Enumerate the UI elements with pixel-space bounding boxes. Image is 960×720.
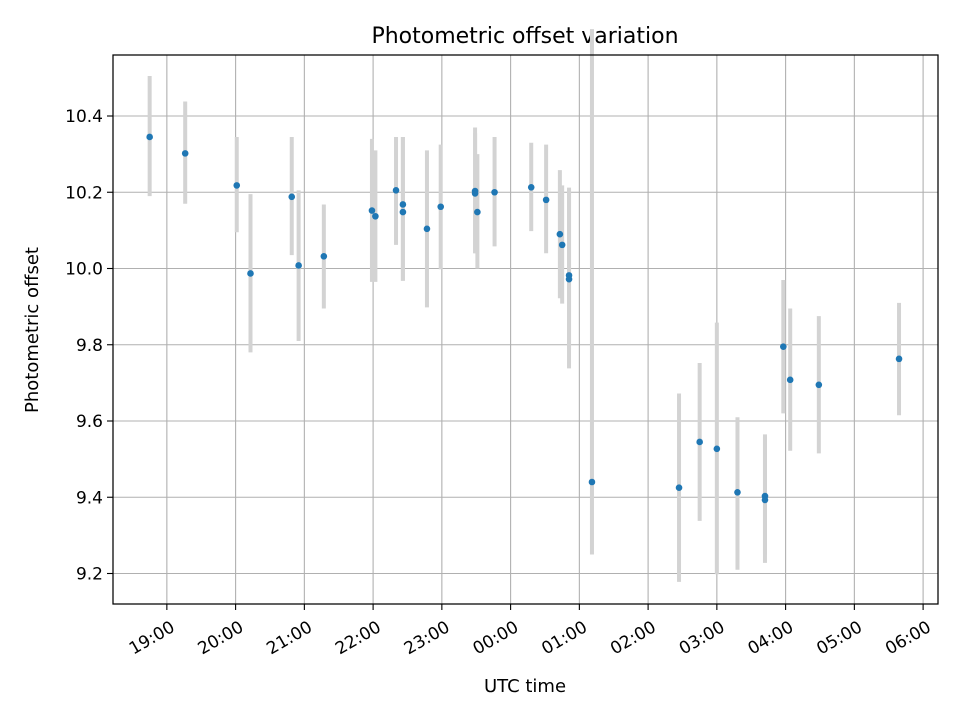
data-point <box>474 208 481 216</box>
data-point <box>761 496 769 504</box>
x-tick-label: 03:00 <box>676 617 728 659</box>
data-point <box>815 381 823 389</box>
x-tick-label: 01:00 <box>538 617 590 659</box>
data-point <box>368 207 376 214</box>
y-tick-label: 9.8 <box>76 336 103 356</box>
data-point <box>527 183 535 191</box>
x-axis-ticks: 19:00 20:00 21:00 22:00 23:00 00:00 01:00 02:00… <box>126 604 935 659</box>
data-point <box>895 355 903 363</box>
data-point <box>320 252 328 260</box>
y-tick-label: 9.4 <box>76 488 103 508</box>
data-point <box>288 193 296 201</box>
x-tick-label: 02:00 <box>607 617 659 659</box>
y-tick-label: 10.4 <box>65 107 103 127</box>
y-tick-label: 9.2 <box>76 565 103 585</box>
data-point <box>233 182 241 189</box>
x-tick-label: 23:00 <box>401 617 453 659</box>
x-tick-label: 05:00 <box>813 617 865 659</box>
x-tick-label: 19:00 <box>126 617 178 659</box>
x-axis-label: UTC time <box>484 676 566 697</box>
data-point <box>437 203 445 211</box>
data-point <box>392 187 400 194</box>
data-point <box>146 133 153 141</box>
data-point <box>247 270 254 277</box>
data-point <box>399 208 407 216</box>
x-tick-label: 22:00 <box>332 617 384 659</box>
data-point <box>295 262 302 269</box>
data-point <box>542 196 550 204</box>
error-bars <box>147 29 902 582</box>
data-point <box>713 445 721 453</box>
data-point <box>471 190 479 197</box>
x-tick-label: 04:00 <box>745 617 797 659</box>
chart-title: Photometric offset variation <box>371 24 678 49</box>
data-point <box>588 478 596 486</box>
data-point <box>181 150 189 157</box>
data-point <box>372 212 379 220</box>
data-point <box>556 230 564 238</box>
grid-lines <box>113 55 938 604</box>
y-axis-label: Photometric offset <box>22 247 43 413</box>
y-axis-ticks: 9.2 9.4 9.6 9.8 10.0 10.2 10.4 <box>65 107 113 585</box>
x-tick-label: 06:00 <box>882 617 934 659</box>
data-point <box>399 201 407 208</box>
x-tick-label: 20:00 <box>195 617 247 659</box>
x-tick-label: 21:00 <box>263 617 315 659</box>
x-tick-label: 00:00 <box>470 617 522 659</box>
y-tick-label: 10.2 <box>65 183 103 203</box>
data-points <box>146 133 903 504</box>
y-tick-label: 9.6 <box>76 412 103 432</box>
y-tick-label: 10.0 <box>65 260 103 280</box>
data-point <box>696 438 703 446</box>
data-point <box>558 241 566 249</box>
data-point <box>786 376 794 384</box>
data-point <box>734 488 741 496</box>
data-point <box>780 343 787 350</box>
data-point <box>675 484 683 492</box>
data-point <box>423 225 431 233</box>
data-point <box>491 188 498 196</box>
plot-area-frame <box>112 54 939 605</box>
data-point <box>565 275 573 283</box>
